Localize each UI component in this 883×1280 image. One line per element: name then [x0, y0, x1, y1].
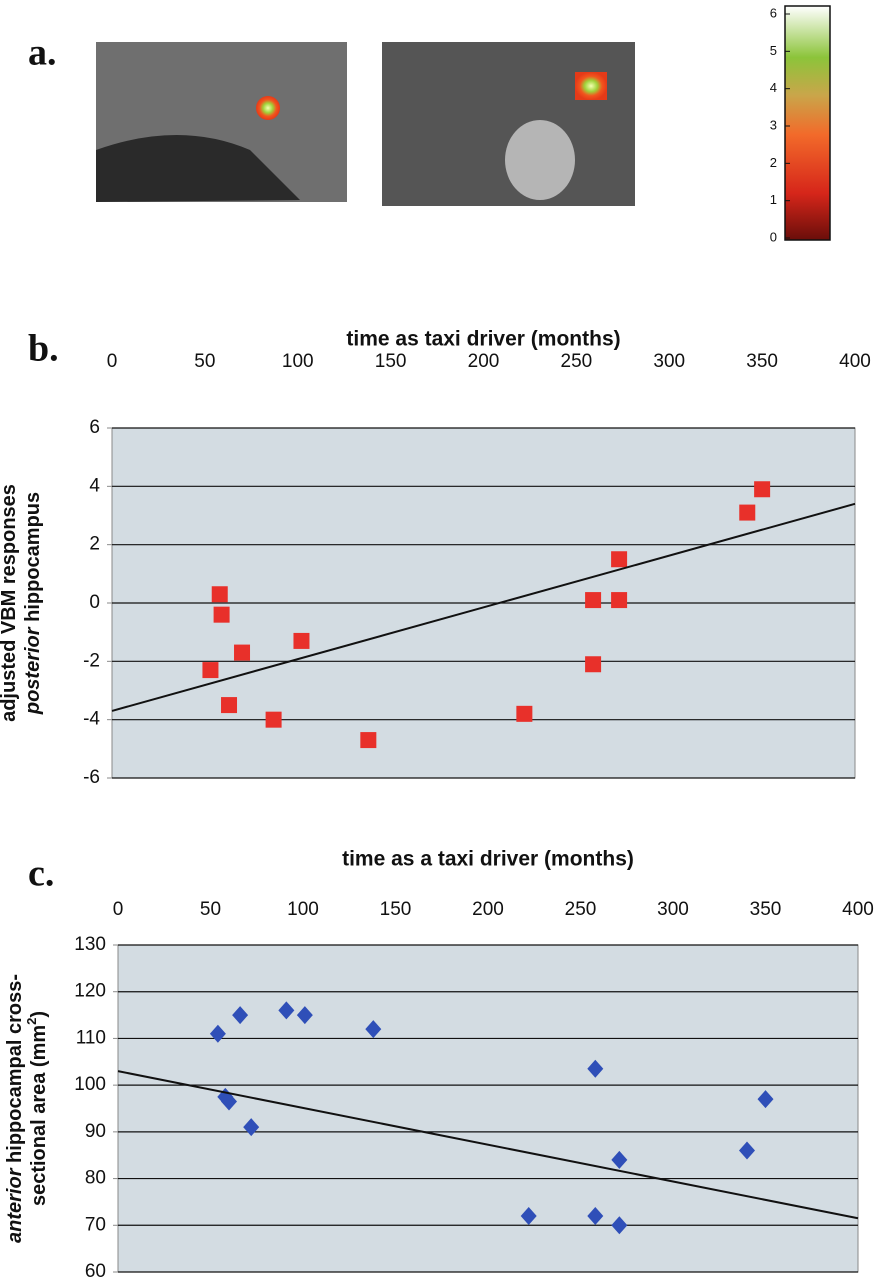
x-tick-label: 100 — [282, 351, 314, 372]
x-tick-label: 50 — [200, 899, 221, 920]
data-point — [516, 705, 533, 722]
data-point — [739, 504, 756, 521]
x-tick-label: 0 — [107, 351, 118, 372]
data-point — [757, 1090, 774, 1109]
label-part: hippocampus — [22, 492, 44, 622]
x-tick-label: 350 — [750, 899, 782, 920]
label-part: ) — [28, 1011, 50, 1018]
data-point — [211, 586, 228, 603]
data-point — [611, 1150, 628, 1169]
data-point — [265, 711, 282, 728]
x-tick-label: 150 — [380, 899, 412, 920]
y-tick-label: -4 — [83, 709, 100, 730]
data-point — [585, 592, 602, 609]
trend-line — [117, 1070, 859, 1220]
data-point — [520, 1206, 537, 1225]
y-tick-label: 120 — [74, 981, 106, 1002]
x-tick-label: 400 — [842, 899, 874, 920]
panel-label: b. — [28, 328, 59, 370]
y-tick-label: 70 — [85, 1214, 106, 1235]
colorbar-tick-label: 2 — [770, 155, 777, 170]
colorbar-tick-label: 1 — [770, 192, 777, 207]
x-tick-label: 0 — [113, 899, 124, 920]
trend-line — [111, 502, 856, 712]
y-tick-label: 110 — [76, 1027, 106, 1048]
brain-images — [96, 42, 635, 206]
data-point — [611, 592, 628, 609]
y-tick-label: 6 — [89, 417, 100, 438]
colorbar-tick-label: 4 — [770, 80, 777, 95]
data-point — [232, 1006, 249, 1025]
label-part: anterior — [4, 1167, 26, 1243]
label-part: sectional area (mm — [28, 1025, 50, 1206]
x-tick-label: 200 — [468, 351, 500, 372]
x-tick-label: 400 — [839, 351, 871, 372]
y-label-line: adjusted VBM responses — [0, 484, 20, 722]
colorbar-tick-label: 0 — [770, 229, 777, 244]
plot-area — [117, 944, 859, 1273]
data-point — [296, 1006, 313, 1025]
activation-blob — [256, 96, 280, 120]
coronal-image — [382, 42, 635, 206]
data-point — [739, 1141, 755, 1160]
y-tick-label: 130 — [74, 934, 106, 955]
y-tick-label: -6 — [83, 767, 100, 788]
x-tick-label: 100 — [287, 899, 319, 920]
panel-label: c. — [28, 853, 54, 895]
data-point — [611, 1216, 628, 1235]
colorbar — [784, 5, 831, 241]
data-point — [234, 644, 251, 661]
label-part: adjusted VBM responses — [0, 484, 20, 722]
x-tick-label: 350 — [746, 351, 778, 372]
label-part: posterior — [22, 626, 44, 715]
y-tick-label: 90 — [85, 1121, 106, 1142]
label-part: hippocampal cross- — [4, 974, 26, 1163]
data-point — [365, 1020, 382, 1039]
data-point — [293, 632, 310, 649]
y-tick-label: 80 — [85, 1168, 106, 1189]
y-label-line: sectional area (mm2) — [24, 1011, 50, 1206]
x-tick-label: 250 — [565, 899, 597, 920]
x-tick-label: 300 — [657, 899, 689, 920]
panel-label: a. — [28, 32, 57, 74]
y-tick-label: 60 — [85, 1261, 106, 1280]
y-label-line: posterior hippocampus — [22, 492, 44, 715]
y-label-line: anterior hippocampal cross- — [4, 974, 26, 1243]
colorbar-tick-label: 6 — [770, 5, 777, 20]
x-tick-label: 50 — [194, 351, 215, 372]
data-point — [587, 1059, 604, 1078]
data-point — [754, 481, 771, 498]
y-tick-label: 2 — [89, 534, 100, 555]
data-point — [213, 606, 230, 623]
y-tick-label: 4 — [89, 475, 100, 496]
data-point — [209, 1024, 226, 1043]
chart-title: time as a taxi driver (months) — [342, 848, 634, 871]
x-tick-label: 200 — [472, 899, 504, 920]
activation-blob — [575, 72, 607, 100]
x-tick-label: 150 — [375, 351, 407, 372]
colorbar-tick-label: 5 — [770, 43, 777, 58]
y-tick-label: 100 — [74, 1074, 106, 1095]
y-tick-label: -2 — [83, 650, 100, 671]
data-point — [360, 732, 377, 749]
y-axis-label: anterior hippocampal cross-sectional are… — [4, 974, 50, 1243]
y-axis-label: adjusted VBM responses posterior hippocam… — [0, 484, 44, 722]
data-point — [221, 697, 238, 714]
data-point — [585, 656, 602, 673]
data-point — [202, 662, 219, 679]
x-tick-label: 300 — [653, 351, 685, 372]
data-point — [278, 1001, 295, 1020]
chart-title: time as taxi driver (months) — [346, 328, 620, 351]
data-point — [221, 1092, 237, 1111]
image-shading — [505, 120, 575, 200]
x-tick-label: 250 — [561, 351, 593, 372]
data-point — [611, 551, 628, 568]
image-shading — [96, 135, 300, 202]
data-point — [587, 1206, 604, 1225]
y-tick-label: 0 — [89, 592, 100, 613]
label-part: 2 — [24, 1018, 39, 1025]
data-point — [243, 1118, 260, 1137]
colorbar-tick-label: 3 — [770, 117, 777, 132]
